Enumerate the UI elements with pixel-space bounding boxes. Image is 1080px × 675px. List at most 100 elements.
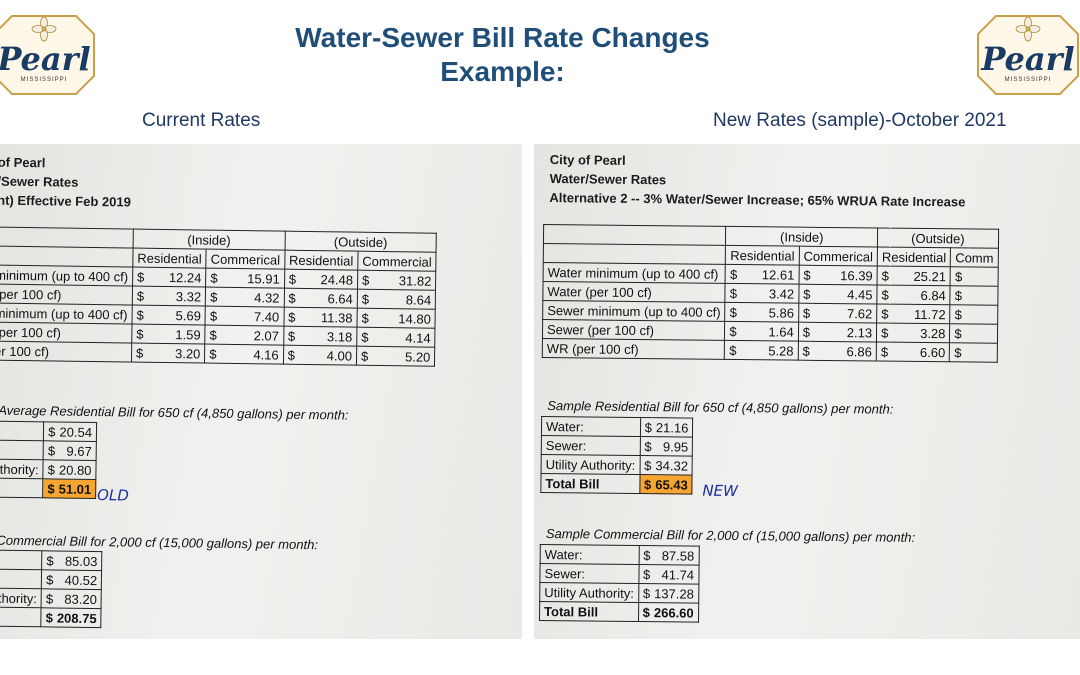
rate-value: 5.69 (145, 305, 206, 326)
bill-value: 34.32 (651, 455, 693, 476)
rate-value (962, 266, 998, 287)
logo-badge-icon (0, 15, 95, 95)
row-label: minimum (up to 400 cf) (0, 265, 133, 287)
rate-value: 1.59 (144, 324, 206, 345)
commercial-bill-title: Commercial Bill for 2,000 cf (15,000 gal… (0, 532, 319, 553)
currency-sign: $ (724, 321, 739, 341)
total-row: Total Bill $65.43 (540, 473, 693, 495)
bill-value: 83.20 (53, 588, 102, 609)
currency-sign: $ (638, 564, 651, 584)
currency-sign: $ (131, 305, 146, 325)
new-commercial-bill-table: Water: $87.58 Sewer: $41.74 Utility Author… (539, 544, 699, 623)
currency-sign: $ (43, 440, 56, 460)
logo-state: MISSISSIPPI (1004, 77, 1052, 83)
rate-value: 2.13 (811, 322, 877, 342)
pearl-logo-left: Pearl MISSISSIPPI (0, 14, 96, 96)
rate-value: 2.07 (218, 325, 284, 346)
currency-sign: $ (283, 288, 298, 308)
rate-value: 6.84 (889, 285, 951, 305)
sheet-header-line: nt) Effective Feb 2019 (0, 192, 131, 210)
currency-sign: $ (876, 284, 891, 305)
currency-sign: $ (205, 306, 219, 326)
logo-badge-icon (977, 15, 1079, 95)
currency-sign: $ (950, 285, 963, 305)
currency-sign: $ (949, 323, 963, 343)
bill-value: 137.28 (650, 583, 699, 604)
currency-sign: $ (638, 583, 651, 603)
currency-sign: $ (204, 325, 219, 345)
table-row: Sewer: $41.74 (539, 563, 699, 585)
pearl-logo-right: Pearl MISSISSIPPI (976, 14, 1080, 96)
currency-sign: $ (283, 345, 297, 365)
row-label: WR (per 100 cf) (542, 338, 725, 360)
rate-value: 16.39 (812, 265, 878, 285)
total-value: 266.60 (649, 602, 699, 623)
group-inside: (Inside) (133, 229, 285, 251)
rate-value: 15.91 (219, 268, 285, 289)
handwritten-new-mark: NEW (702, 481, 739, 501)
currency-sign: $ (876, 341, 890, 362)
currency-sign: $ (724, 340, 738, 360)
bill-label: ll (0, 478, 44, 498)
currency-sign: $ (725, 283, 739, 303)
rate-value: 3.18 (296, 326, 357, 347)
currency-sign: $ (725, 264, 739, 284)
rate-value (962, 285, 998, 306)
table-corner (543, 224, 727, 246)
residential-bill-title: Average Residential Bill for 650 cf (4,8… (0, 402, 349, 423)
table-row: Water: $87.58 (540, 544, 699, 566)
table-row: $9.67 (0, 440, 97, 461)
table-row: Sewer: $9.95 (541, 435, 693, 457)
table-corner (543, 243, 726, 265)
rate-value: 3.20 (144, 343, 205, 364)
bill-label: Utility Authority: (541, 454, 640, 475)
total-value: 65.43 (651, 474, 693, 495)
currency-sign: $ (357, 289, 371, 309)
logo-state: MISSISSIPPI (20, 77, 68, 83)
currency-sign: $ (43, 421, 56, 441)
currency-sign: $ (638, 545, 651, 565)
rate-value: 4.16 (218, 344, 284, 365)
sheet-header-line: Water/Sewer Rates (549, 171, 667, 188)
rate-value: 5.86 (738, 302, 799, 323)
currency-sign: $ (41, 607, 54, 627)
row-label: (per 100 cf) (0, 284, 133, 306)
currency-sign: $ (798, 284, 813, 304)
sheet-header-line: Alternative 2 -- 3% Water/Sewer Increase… (549, 190, 966, 210)
currency-sign: $ (639, 474, 652, 494)
rate-value: 11.72 (889, 304, 951, 324)
rate-value: 1.64 (737, 321, 799, 342)
bill-value: 87.58 (650, 545, 699, 566)
currency-sign: $ (639, 436, 652, 456)
currency-sign: $ (876, 322, 890, 343)
currency-sign: $ (639, 455, 652, 475)
bill-label: Sewer: (539, 563, 639, 584)
bill-value: 9.95 (651, 436, 693, 457)
bill-label: Water: (541, 416, 641, 437)
current-rates-table: (Inside) (Outside) Residential Commerica… (0, 227, 437, 367)
column-header: Commercial (357, 251, 437, 272)
rate-value: 3.42 (738, 283, 799, 304)
new-residential-bill-table: Water: $21.16 Sewer: $9.95 Utility Authori… (540, 416, 694, 495)
group-inside: (Inside) (725, 226, 878, 247)
new-rates-caption: New Rates (sample)-October 2021 (713, 110, 1007, 131)
rate-value: 6.60 (889, 342, 950, 362)
total-row: ll$51.01 (0, 478, 96, 499)
currency-sign: $ (798, 265, 813, 285)
column-header: Residential (132, 248, 207, 269)
currency-sign: $ (876, 303, 890, 324)
currency-sign: $ (283, 307, 297, 327)
rate-value: 6.64 (296, 288, 358, 309)
group-outside: (Outside) (877, 227, 999, 249)
column-header: Residential (725, 245, 800, 266)
rate-value: 8.64 (370, 289, 436, 310)
total-value: 208.75 (52, 607, 102, 628)
rate-value: 12.24 (145, 267, 207, 288)
row-label: Sewer (per 100 cf) (542, 319, 726, 341)
column-header: Commerical (798, 246, 878, 266)
currency-sign: $ (797, 341, 812, 361)
currency-sign: $ (131, 343, 145, 363)
column-header: Commerical (206, 249, 285, 270)
sheet-header-line: of Pearl (0, 154, 46, 171)
currency-sign: $ (41, 588, 54, 608)
